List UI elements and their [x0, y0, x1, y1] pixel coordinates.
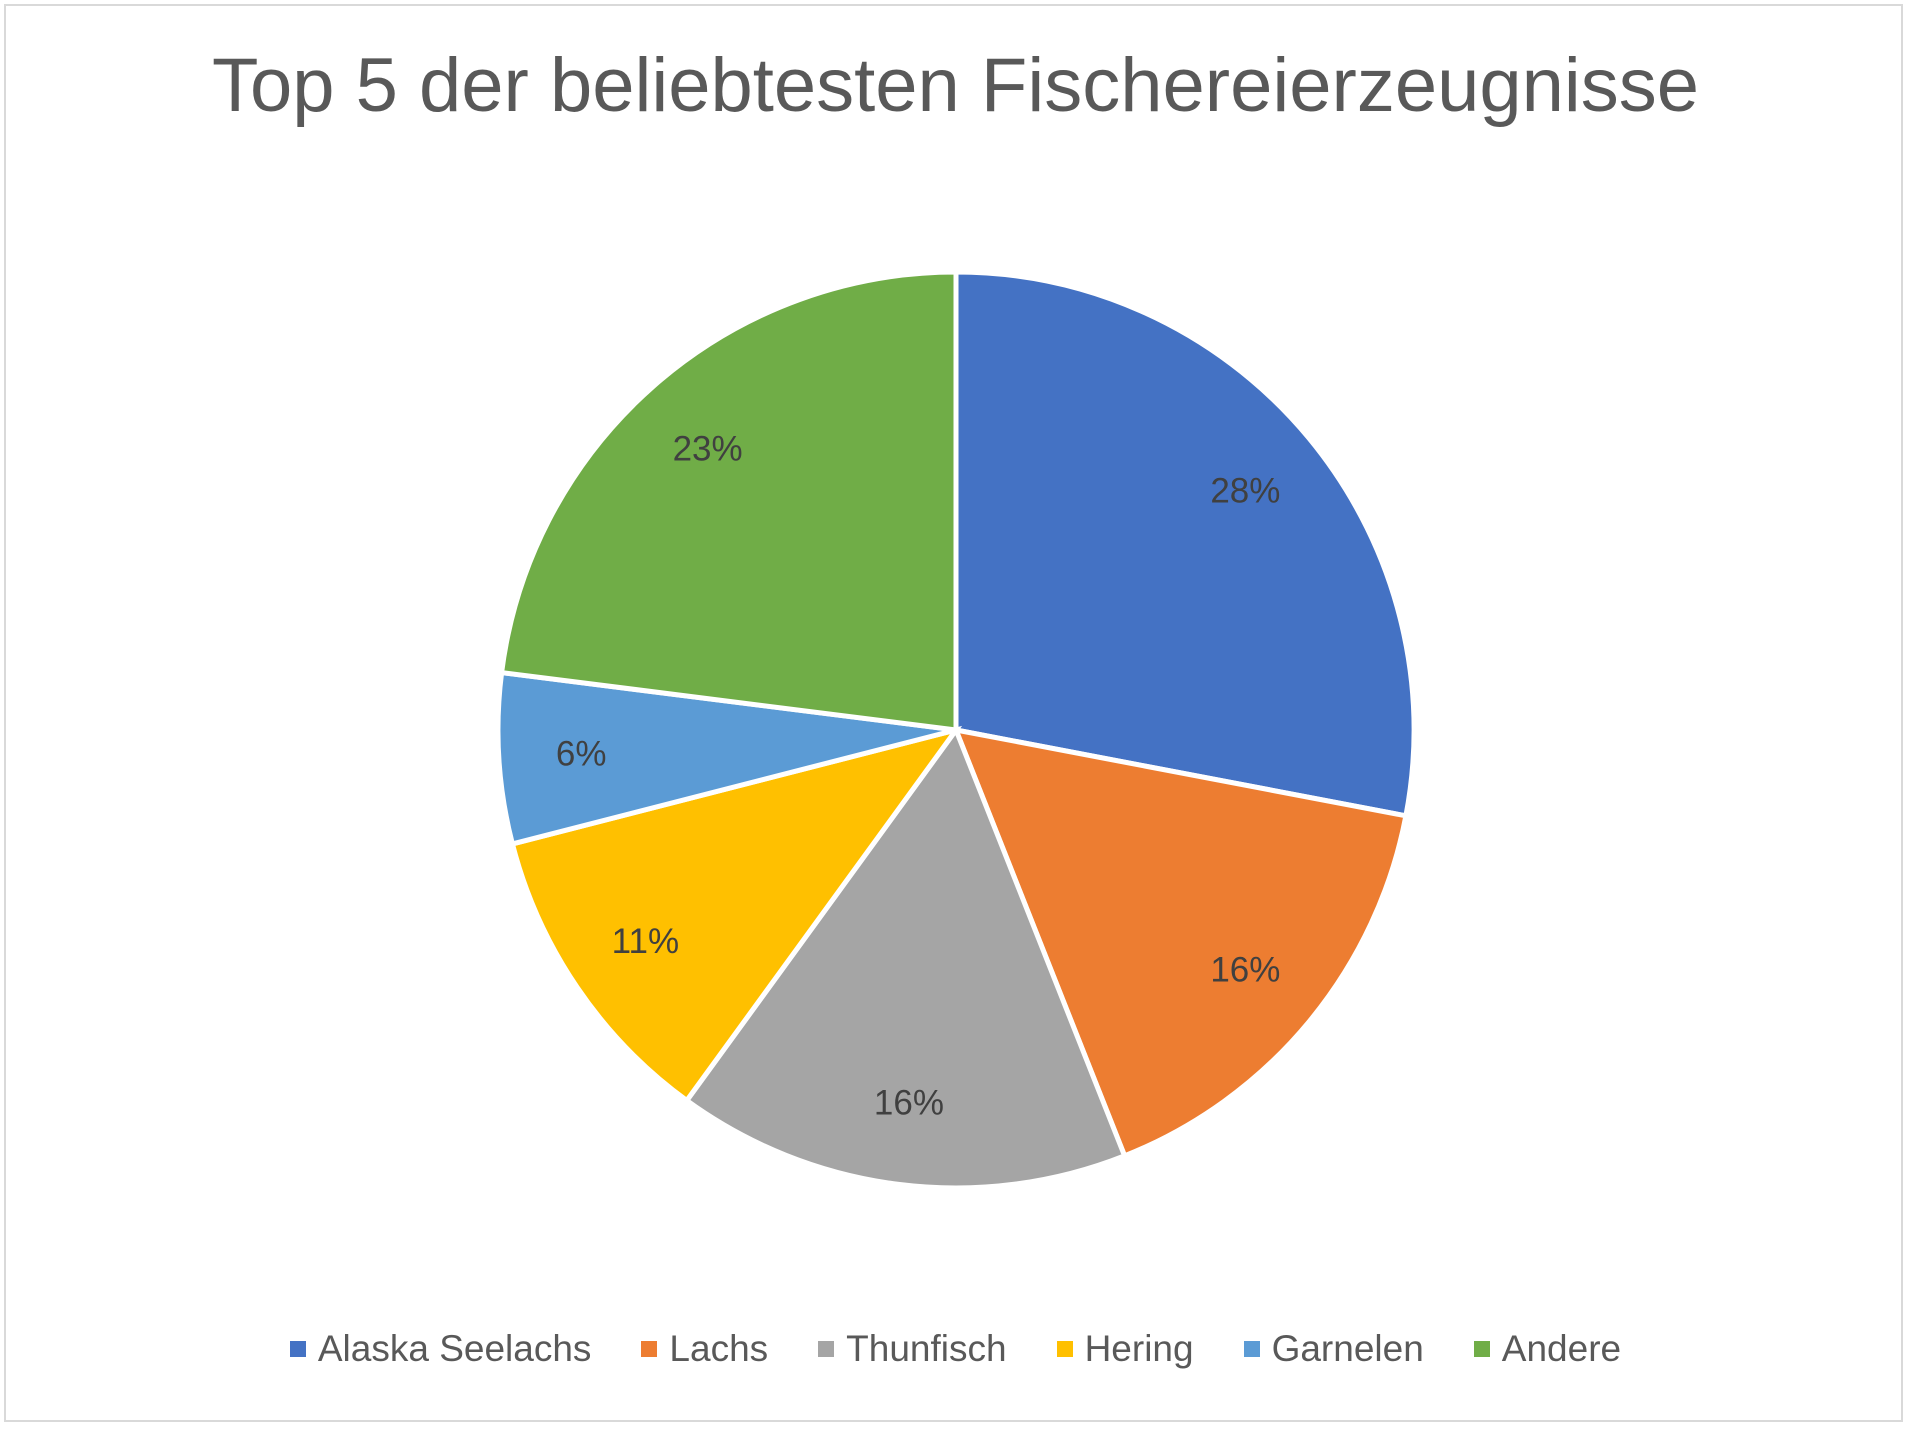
data-label: 23% — [673, 429, 743, 468]
legend-item: Thunfisch — [818, 1328, 1007, 1370]
legend-label: Andere — [1501, 1328, 1622, 1369]
legend-item: Garnelen — [1243, 1328, 1424, 1370]
legend-swatch — [1473, 1341, 1490, 1357]
pie-slice-garnelen — [495, 669, 957, 847]
legend-label: Hering — [1084, 1328, 1194, 1369]
legend-label: Garnelen — [1271, 1328, 1424, 1369]
pie-slice-lachs — [952, 726, 1409, 1160]
legend-swatch — [1243, 1341, 1260, 1357]
legend-swatch — [1056, 1341, 1073, 1357]
legend-swatch — [289, 1341, 306, 1357]
data-label: 16% — [1210, 950, 1280, 989]
data-label: 11% — [612, 922, 679, 961]
legend-label: Alaska Seelachs — [317, 1328, 592, 1369]
legend-item: Alaska Seelachs — [289, 1328, 592, 1370]
legend-swatch — [641, 1341, 658, 1357]
legend-item: Lachs — [641, 1328, 768, 1370]
data-label: 28% — [1210, 472, 1280, 511]
legend-label: Thunfisch — [846, 1328, 1007, 1369]
legend-item: Andere — [1473, 1328, 1622, 1370]
legend: Alaska Seelachs Lachs Thunfisch Hering Garne… — [0, 1328, 1911, 1370]
pie-slice-hering — [509, 725, 963, 1105]
chart-title: Top 5 der beliebtesten Fischereierzeugni… — [211, 43, 1700, 128]
pie-slice-andere — [498, 269, 959, 733]
legend-swatch — [818, 1341, 835, 1357]
chart-frame — [4, 4, 1903, 1422]
legend-item: Hering — [1056, 1328, 1194, 1370]
pie-slice-thunfisch — [683, 724, 1128, 1191]
data-label: 6% — [556, 735, 607, 774]
legend-label: Lachs — [669, 1328, 769, 1369]
pie-slice-alaska-seelachs — [953, 269, 1417, 819]
data-label: 16% — [874, 1084, 944, 1123]
